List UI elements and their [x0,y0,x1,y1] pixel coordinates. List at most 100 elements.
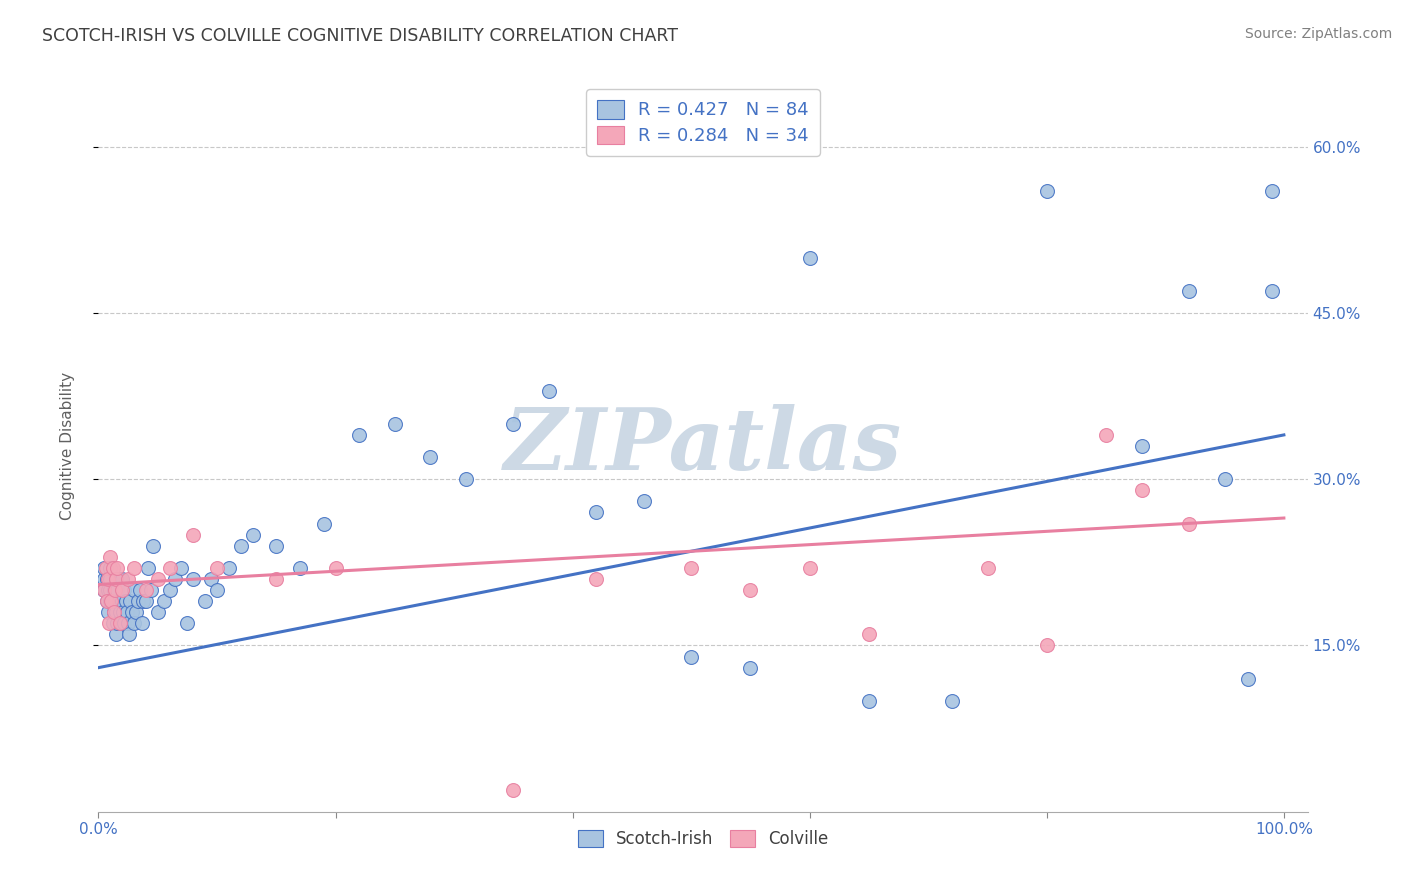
Point [122,583,145,598]
Point [129,583,152,598]
Point [1095,428,1118,442]
Point [740,583,762,598]
Point [103,605,125,619]
Point [165,572,187,586]
Point [1130,439,1153,453]
Point [98,561,121,575]
Point [152,594,174,608]
Point [139,583,162,598]
Point [132,594,155,608]
Point [142,539,165,553]
Point [858,694,880,708]
Point [1213,472,1236,486]
Point [681,561,703,575]
Point [117,616,139,631]
Point [502,417,524,431]
Point [218,561,240,575]
Point [146,605,169,619]
Point [1130,483,1153,498]
Point [98,594,121,608]
Point [264,572,287,586]
Point [194,594,217,608]
Point [114,583,136,598]
Point [114,594,136,608]
Point [111,583,134,598]
Point [96,572,118,586]
Point [200,572,222,586]
Point [1237,672,1260,686]
Point [104,594,127,608]
Point [107,594,129,608]
Point [122,616,145,631]
Point [384,417,406,431]
Point [159,561,181,575]
Point [264,539,287,553]
Point [242,527,264,541]
Text: ZIPatlas: ZIPatlas [503,404,903,488]
Point [93,572,115,586]
Point [111,594,134,608]
Point [121,605,143,619]
Point [120,594,142,608]
Point [633,494,655,508]
Point [858,627,880,641]
Point [93,583,115,598]
Point [131,616,153,631]
Point [136,561,159,575]
Point [93,583,115,598]
Point [98,572,121,586]
Point [96,594,118,608]
Point [93,583,115,598]
Point [1261,284,1284,298]
Point [176,616,198,631]
Point [135,594,157,608]
Point [98,549,121,564]
Point [104,583,127,598]
Point [127,594,149,608]
Point [159,583,181,598]
Point [108,605,131,619]
Point [125,605,148,619]
Point [170,561,193,575]
Point [103,605,125,619]
Point [105,572,128,586]
Point [114,616,136,631]
Point [97,583,120,598]
Point [105,572,128,586]
Point [96,594,118,608]
Point [97,605,120,619]
Point [146,572,169,586]
Point [799,561,821,575]
Point [115,605,138,619]
Point [1261,184,1284,198]
Point [502,782,524,797]
Point [98,616,121,631]
Point [98,583,121,598]
Point [105,616,128,631]
Point [111,572,134,586]
Point [105,605,128,619]
Point [94,561,117,575]
Point [181,572,204,586]
Point [941,694,963,708]
Point [799,251,821,265]
Point [312,516,335,531]
Point [118,627,141,641]
Point [117,572,139,586]
Point [585,572,607,586]
Point [205,583,228,598]
Point [135,583,157,598]
Point [101,561,124,575]
Point [585,506,607,520]
Point [108,572,131,586]
Point [347,428,370,442]
Point [122,561,145,575]
Text: SCOTCH-IRISH VS COLVILLE COGNITIVE DISABILITY CORRELATION CHART: SCOTCH-IRISH VS COLVILLE COGNITIVE DISAB… [42,27,678,45]
Point [419,450,441,464]
Point [288,561,311,575]
Y-axis label: Cognitive Disability: Cognitive Disability [60,372,75,520]
Point [105,627,128,641]
Point [103,583,125,598]
Point [229,539,252,553]
Legend: Scotch-Irish, Colville: Scotch-Irish, Colville [571,823,835,855]
